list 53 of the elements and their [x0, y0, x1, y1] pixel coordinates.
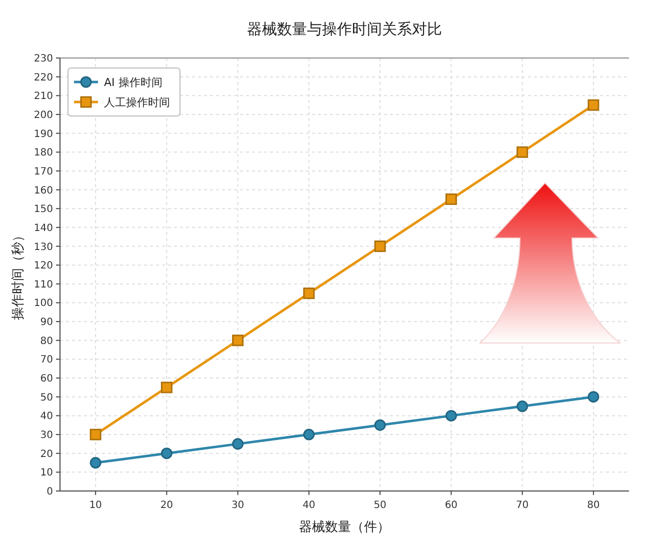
point [90, 457, 102, 469]
y-tick-label: 200 [34, 110, 53, 121]
x-axis-title: 器械数量（件） [299, 520, 390, 535]
y-tick-label: 170 [34, 166, 53, 178]
point [303, 288, 315, 300]
x-tick-label: 10 [89, 500, 102, 511]
y-tick-label: 210 [34, 91, 53, 102]
y-tick-label: 90 [40, 317, 53, 328]
y-tick-label: 40 [40, 411, 53, 422]
y-tick-label: 150 [34, 204, 53, 216]
y-tick-label: 140 [34, 222, 53, 234]
y-tick-label: 100 [34, 298, 53, 310]
y-tick-label: 190 [34, 128, 53, 140]
y-tick-label: 120 [34, 260, 53, 272]
point [374, 419, 386, 431]
y-tick-label: 50 [40, 392, 53, 404]
y-tick-label: 60 [40, 374, 53, 385]
y-tick-label: 80 [40, 336, 53, 347]
y-tick-label: 10 [40, 468, 53, 479]
y-tick-label: 70 [40, 354, 53, 366]
point [445, 193, 457, 205]
x-tick-label: 20 [160, 500, 174, 511]
y-tick-label: 160 [34, 185, 53, 196]
x-tick-label: 80 [587, 500, 600, 511]
point [516, 400, 528, 412]
chart-title: 器械数量与操作时间关系对比 [247, 20, 442, 38]
y-tick-label: 220 [34, 72, 53, 84]
y-tick-label: 180 [34, 148, 53, 159]
point [588, 99, 600, 111]
point [588, 391, 600, 403]
point [303, 428, 315, 440]
y-tick-label: 0 [46, 486, 53, 498]
y-tick-label: 30 [40, 430, 53, 442]
x-tick-label: 40 [302, 500, 316, 511]
point [90, 428, 102, 440]
point [232, 438, 244, 450]
point [374, 240, 386, 252]
point [516, 146, 528, 158]
y-tick-label: 130 [34, 242, 53, 253]
legend-label: 人工操作时间 [104, 96, 170, 109]
y-tick-label: 20 [40, 448, 53, 460]
x-tick-label: 70 [516, 500, 529, 511]
legend-label: AI 操作时间 [104, 76, 162, 89]
point [232, 334, 244, 346]
y-tick-label: 230 [34, 54, 53, 64]
point [160, 448, 172, 460]
y-axis-title: 操作时间（秒） [11, 229, 26, 320]
x-tick-label: 50 [374, 500, 386, 511]
point [445, 410, 457, 422]
x-tick-label: 30 [231, 500, 244, 511]
x-tick-label: 60 [444, 500, 458, 511]
point [160, 382, 172, 394]
y-tick-label: 110 [34, 279, 53, 290]
